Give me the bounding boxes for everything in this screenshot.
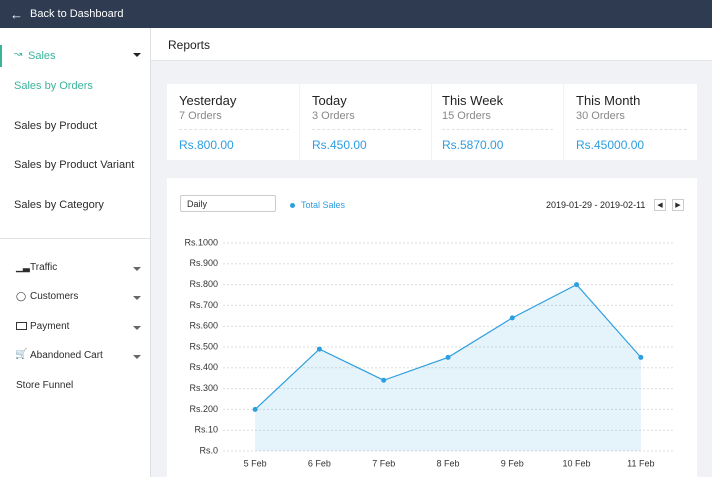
icon bbox=[16, 322, 27, 330]
back-icon[interactable]: ← bbox=[10, 7, 23, 22]
menu-group[interactable]: Store Funnel bbox=[16, 380, 74, 391]
point bbox=[316, 346, 322, 352]
legend-label[interactable]: Total Sales bbox=[301, 200, 346, 210]
y-tick-label: Rs.1000 bbox=[184, 237, 218, 247]
x-tick-label: 6 Feb bbox=[308, 458, 331, 468]
card-orders: 7 Orders bbox=[179, 110, 222, 122]
menu-item[interactable]: Sales by Orders bbox=[14, 80, 93, 92]
y-tick-label: Rs.800 bbox=[189, 279, 218, 289]
menu-group[interactable]: Traffic bbox=[30, 262, 58, 273]
menu-item[interactable]: Sales by Category bbox=[14, 199, 104, 211]
y-tick-label: Rs.10 bbox=[194, 425, 218, 435]
icon: ▁▃ bbox=[16, 262, 30, 272]
top-bar: ← Back to Dashboard bbox=[0, 0, 712, 28]
y-tick-label: Rs.200 bbox=[189, 404, 218, 414]
caret[interactable] bbox=[133, 53, 141, 57]
active-indicator bbox=[0, 45, 2, 67]
x-tick-label: 11 Feb bbox=[627, 458, 654, 468]
card-amount: Rs.450.00 bbox=[312, 138, 367, 152]
page-title: Reports bbox=[168, 38, 211, 52]
caret[interactable] bbox=[133, 267, 141, 271]
sidebar: ↝ Sales Sales by Orders Sales by Product… bbox=[0, 28, 151, 477]
y-tick-label: Rs.700 bbox=[189, 300, 218, 310]
divider bbox=[576, 129, 687, 130]
x-tick-label: 10 Feb bbox=[563, 458, 591, 468]
stat-card: This Month 30 Orders Rs.45000.00 bbox=[564, 84, 697, 160]
stat-card: This Week 15 Orders Rs.5870.00 bbox=[432, 84, 563, 160]
chart: Rs.0 Rs.10 Rs.200 Rs.300 Rs.400 Rs.500 Rs.600 R… bbox=[184, 237, 673, 468]
divider bbox=[179, 129, 289, 130]
card-label: Yesterday bbox=[179, 93, 237, 108]
card-amount: Rs.800.00 bbox=[179, 138, 234, 152]
icon: 🛒 bbox=[15, 349, 28, 360]
point bbox=[252, 406, 258, 412]
y-tick-label: Rs.0 bbox=[199, 445, 218, 455]
card-amount: Rs.45000.00 bbox=[576, 138, 645, 152]
x-tick-label: 8 Feb bbox=[436, 458, 459, 468]
x-tick-label: 9 Feb bbox=[501, 458, 524, 468]
back-link[interactable]: Back to Dashboard bbox=[30, 8, 124, 20]
point bbox=[445, 354, 451, 360]
menu-group[interactable]: Abandoned Cart bbox=[30, 350, 103, 361]
card-label: This Month bbox=[576, 93, 641, 108]
caret[interactable] bbox=[133, 296, 141, 300]
y-tick-label: Rs.900 bbox=[189, 258, 218, 268]
point bbox=[574, 282, 580, 288]
menu-group[interactable]: Customers bbox=[30, 291, 79, 302]
card-orders: 15 Orders bbox=[442, 110, 491, 122]
y-tick-label: Rs.400 bbox=[189, 362, 218, 372]
divider bbox=[442, 129, 553, 130]
y-tick-label: Rs.600 bbox=[189, 321, 218, 331]
menu-group[interactable]: Payment bbox=[30, 321, 70, 332]
icon: ◯ bbox=[16, 291, 27, 301]
prev-button[interactable]: ◀ bbox=[654, 199, 666, 211]
card-orders: 30 Orders bbox=[576, 110, 625, 122]
stat-card: Yesterday 7 Orders Rs.800.00 bbox=[167, 84, 299, 160]
x-tick-label: 7 Feb bbox=[372, 458, 395, 468]
card-orders: 3 Orders bbox=[312, 110, 355, 122]
menu-item[interactable]: Sales by Product bbox=[14, 120, 98, 132]
y-tick-label: Rs.300 bbox=[189, 383, 218, 393]
legend-dot bbox=[290, 203, 295, 208]
divider bbox=[312, 129, 421, 130]
y-tick-label: Rs.500 bbox=[189, 341, 218, 351]
point bbox=[638, 354, 644, 360]
period-select[interactable]: Daily bbox=[180, 195, 276, 212]
chart-card: Daily Total Sales 2019-01-29 - 2019-02-1… bbox=[167, 178, 697, 477]
divider bbox=[0, 238, 150, 239]
sales-icon: ↝ bbox=[14, 49, 23, 60]
card-label: Today bbox=[312, 93, 347, 108]
next-button[interactable]: ▶ bbox=[672, 199, 684, 211]
caret[interactable] bbox=[133, 355, 141, 359]
card-label: This Week bbox=[442, 93, 504, 108]
date-range[interactable]: 2019-01-29 - 2019-02-11 bbox=[546, 200, 646, 210]
stat-card: Today 3 Orders Rs.450.00 bbox=[300, 84, 431, 160]
section-title[interactable]: Sales bbox=[28, 50, 56, 62]
point bbox=[381, 377, 387, 383]
card-amount: Rs.5870.00 bbox=[442, 138, 504, 152]
page-header: Reports bbox=[151, 28, 712, 61]
point bbox=[509, 315, 515, 321]
caret[interactable] bbox=[133, 326, 141, 330]
area bbox=[255, 284, 641, 451]
x-tick-label: 5 Feb bbox=[244, 458, 267, 468]
menu-item[interactable]: Sales by Product Variant bbox=[14, 159, 135, 171]
